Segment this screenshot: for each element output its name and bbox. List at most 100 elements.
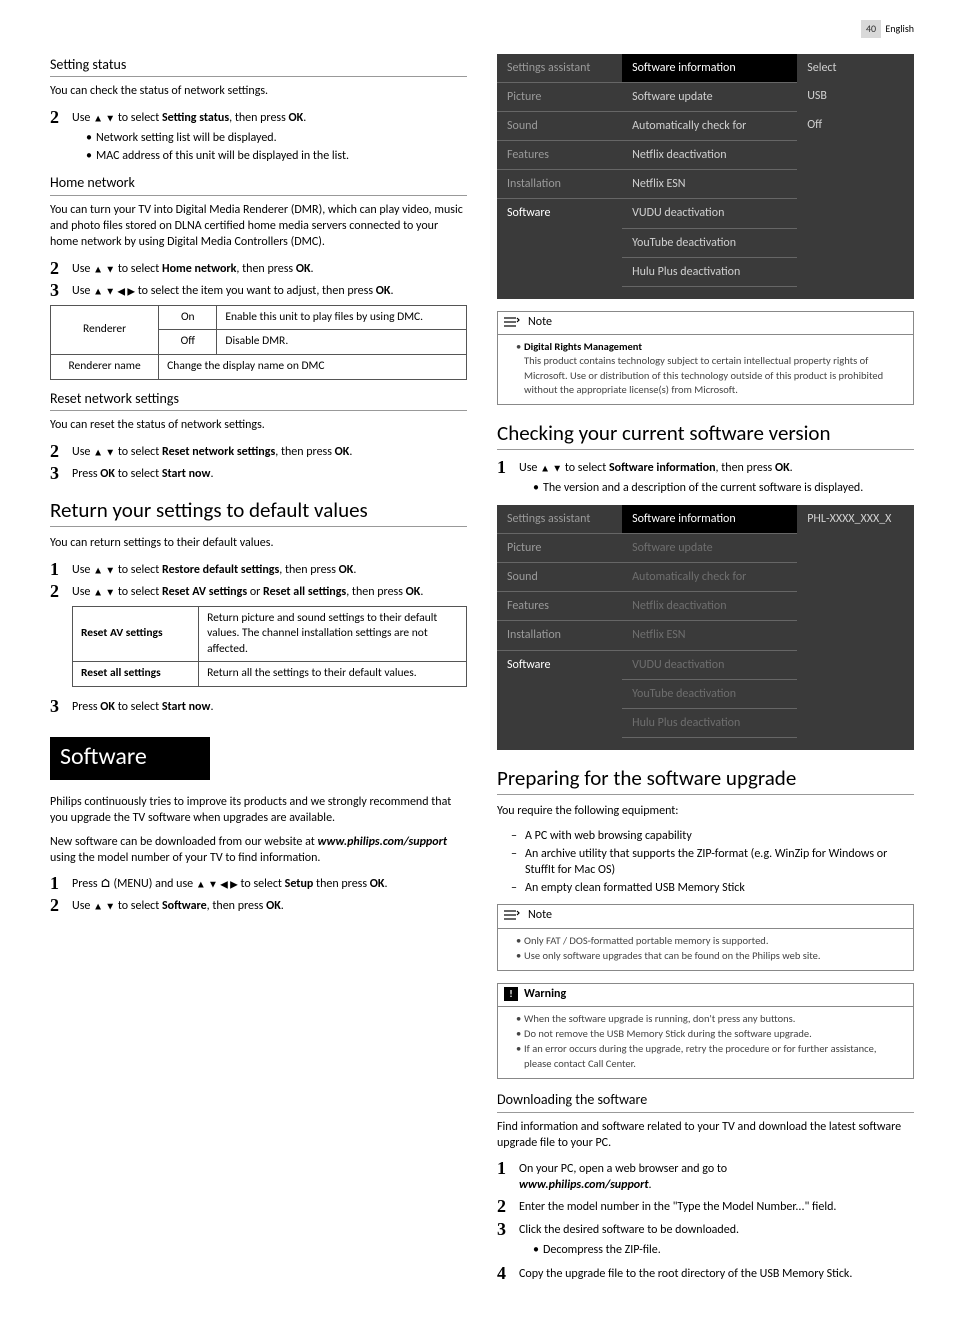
step-number: 3 xyxy=(50,464,72,482)
step-number: 1 xyxy=(497,458,519,476)
table-cell: Off xyxy=(159,330,217,355)
menu-cell: Installation xyxy=(497,170,622,199)
renderer-table: Renderer On Enable this unit to play fil… xyxy=(50,305,467,380)
bullet-list: Decompress the ZIP-file. xyxy=(533,1242,914,1258)
menu-cell xyxy=(497,228,622,257)
menu-cell xyxy=(797,708,914,737)
right-column: Settings assistantSoftware informationSe… xyxy=(497,46,914,1287)
step-number: 3 xyxy=(50,697,72,715)
table-cell: Return picture and sound settings to the… xyxy=(199,606,467,662)
menu-cell xyxy=(797,199,914,228)
nav-arrows-icon: ▲ ▼ xyxy=(93,111,115,124)
step-number: 1 xyxy=(497,1159,519,1177)
menu-cell: Picture xyxy=(497,82,622,111)
nav-arrows-icon: ▲ ▼ xyxy=(540,462,562,475)
step-text: Press OK to select Start now. xyxy=(72,464,467,482)
menu-cell: YouTube deactivation xyxy=(622,228,797,257)
menu-cell xyxy=(622,738,797,751)
menu-cell: Software xyxy=(497,199,622,228)
step: 2 Use ▲ ▼ to select Setting status, then… xyxy=(50,108,467,126)
step-number: 2 xyxy=(50,442,72,460)
step-text: Copy the upgrade file to the root direct… xyxy=(519,1264,914,1282)
note-item: Only FAT / DOS-formatted portable memory… xyxy=(516,934,905,948)
step: 1 Use ▲ ▼ to select Software information… xyxy=(497,458,914,476)
page-number: 40 xyxy=(861,20,881,38)
note-label: Note xyxy=(528,907,552,923)
list-item: MAC address of this unit will be display… xyxy=(86,148,467,164)
menu-cell: Software information xyxy=(622,54,797,83)
menu-cell: Off xyxy=(797,111,914,140)
step-number: 2 xyxy=(50,896,72,914)
step: 3 Press OK to select Start now. xyxy=(50,464,467,482)
setting-status-title: Setting status xyxy=(50,56,467,78)
menu-cell: Netflix deactivation xyxy=(622,141,797,170)
menu-cell xyxy=(622,287,797,300)
upgrade-warning-box: ! Warning When the software upgrade is r… xyxy=(497,983,914,1079)
menu-cell: Settings assistant xyxy=(497,505,622,534)
left-column: Setting status You can check the status … xyxy=(50,46,467,1287)
step-text: Press ⌂ (MENU) and use ▲ ▼ ◀ ▶ to select… xyxy=(72,874,467,892)
table-cell: Change the display name on DMC xyxy=(159,355,467,380)
step: 1 On your PC, open a web browser and go … xyxy=(497,1159,914,1193)
software-section-title: Software xyxy=(50,737,210,779)
reset-network-title: Reset network settings xyxy=(50,390,467,412)
step-text: Press OK to select Start now. xyxy=(72,697,467,715)
menu-cell: Settings assistant xyxy=(497,54,622,83)
nav-arrows-icon: ▲ ▼ xyxy=(93,585,115,598)
menu-cell xyxy=(797,679,914,708)
nav-arrows-icon: ▲ ▼ ◀ ▶ xyxy=(93,284,135,297)
menu-cell: Software update xyxy=(622,82,797,111)
table-cell: Reset AV settings xyxy=(73,606,199,662)
table-cell: Reset all settings xyxy=(73,662,199,687)
menu-cell: Software update xyxy=(622,533,797,562)
step-text: Use ▲ ▼ to select Reset network settings… xyxy=(72,442,467,460)
step-number: 2 xyxy=(50,108,72,126)
menu-cell xyxy=(797,650,914,679)
menu-cell: Installation xyxy=(497,621,622,650)
step-text: Use ▲ ▼ to select Home network, then pre… xyxy=(72,259,467,277)
step: 4 Copy the upgrade file to the root dire… xyxy=(497,1264,914,1282)
equipment-list: A PC with web browsing capability An arc… xyxy=(511,828,914,897)
home-icon: ⌂ xyxy=(100,877,111,891)
list-item: Network setting list will be displayed. xyxy=(86,130,467,146)
note-label: Note xyxy=(528,314,552,330)
list-item: An empty clean formatted USB Memory Stic… xyxy=(511,880,914,896)
step: 3 Press OK to select Start now. xyxy=(50,697,467,715)
warning-icon: ! xyxy=(504,987,518,1001)
step: 2 Use ▲ ▼ to select Reset network settin… xyxy=(50,442,467,460)
software-version-menu-table: Settings assistantSoftware informationPH… xyxy=(497,505,914,751)
nav-arrows-icon: ▲ ▼ xyxy=(93,563,115,576)
step-text: Use ▲ ▼ to select Reset AV settings or R… xyxy=(72,582,467,600)
step: 2 Use ▲ ▼ to select Software, then press… xyxy=(50,896,467,914)
download-software-title: Downloading the software xyxy=(497,1091,914,1113)
list-item: An archive utility that supports the ZIP… xyxy=(511,846,914,878)
warning-item: If an error occurs during the upgrade, r… xyxy=(516,1042,905,1070)
bullet-list: Network setting list will be displayed. … xyxy=(86,130,467,164)
setting-status-intro: You can check the status of network sett… xyxy=(50,83,467,99)
menu-cell xyxy=(797,562,914,591)
table-cell: Renderer name xyxy=(51,355,159,380)
upgrade-note-box: Note Only FAT / DOS-formatted portable m… xyxy=(497,904,914,971)
step-number: 4 xyxy=(497,1264,519,1282)
table-cell: Disable DMR. xyxy=(217,330,467,355)
step-text: Use ▲ ▼ to select Restore default settin… xyxy=(72,560,467,578)
reset-network-intro: You can reset the status of network sett… xyxy=(50,417,467,433)
menu-cell: Software xyxy=(497,650,622,679)
restore-defaults-intro: You can return settings to their default… xyxy=(50,535,467,551)
menu-cell: Features xyxy=(497,592,622,621)
menu-cell: Sound xyxy=(497,562,622,591)
menu-cell: Netflix ESN xyxy=(622,170,797,199)
prepare-upgrade-intro: You require the following equipment: xyxy=(497,803,914,819)
step-number: 1 xyxy=(50,874,72,892)
menu-cell: Netflix ESN xyxy=(622,621,797,650)
menu-cell xyxy=(797,141,914,170)
menu-cell: PHL-XXXX_XXX_X xyxy=(797,505,914,534)
drm-note-box: Note Digital Rights ManagementThis produ… xyxy=(497,311,914,405)
home-network-intro: You can turn your TV into Digital Media … xyxy=(50,202,467,251)
download-software-intro: Find information and software related to… xyxy=(497,1119,914,1151)
menu-cell: Hulu Plus deactivation xyxy=(622,257,797,286)
step-text: Enter the model number in the "Type the … xyxy=(519,1197,914,1215)
step-text: On your PC, open a web browser and go to… xyxy=(519,1159,914,1193)
menu-cell: Select xyxy=(797,54,914,83)
step-text: Use ▲ ▼ to select Software information, … xyxy=(519,458,914,476)
